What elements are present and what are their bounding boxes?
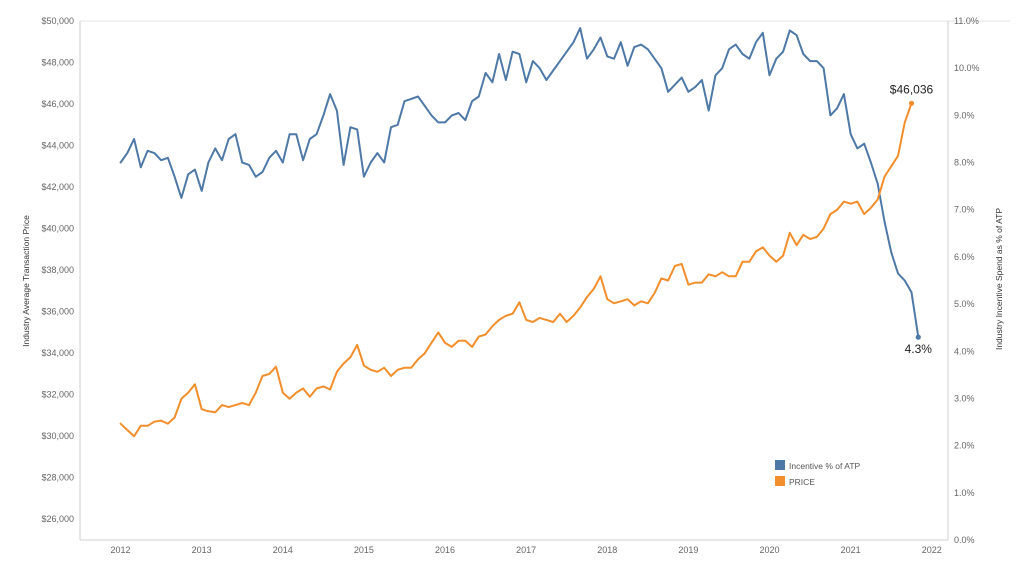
x-tick-label: 2022 [922,545,942,555]
series-layer [119,27,921,438]
x-tick-label: 2020 [760,545,780,555]
left-tick-label: $46,000 [41,99,74,109]
x-tick-label: 2018 [597,545,617,555]
price-end-label: $46,036 [890,82,934,96]
right-tick-label: 5.0% [954,299,975,309]
left-tick-label: $32,000 [41,390,74,400]
x-tick-label: 2017 [516,545,536,555]
right-tick-label: 11.0% [954,16,979,26]
legend-label: PRICE [789,477,815,487]
x-tick-label: 2014 [273,545,293,555]
end-annotations: 4.3% $46,036 [890,82,934,356]
incentive-end-label: 4.3% [905,342,933,356]
legend-swatch [775,476,785,486]
right-tick-label: 3.0% [954,393,975,403]
right-axis-ticks: 0.0% 1.0% 2.0% 3.0% 4.0% 5.0% 6.0% 7.0% 8.0% 9.0%… [954,16,980,545]
left-tick-label: $28,000 [41,473,74,483]
left-axis-ticks: $26,000 $28,000 $30,000 $32,000 $34,000 $36,0… [41,16,74,524]
right-axis-title: Industry Incentive Spend as % of ATP [994,208,1004,350]
x-tick-label: 2012 [111,545,131,555]
left-tick-label: $42,000 [41,182,74,192]
series-line-incentive [119,27,920,339]
right-tick-label: 7.0% [954,205,975,215]
x-tick-label: 2013 [192,545,212,555]
x-axis-ticks: 2012 2013 2014 2015 2016 2017 2018 2019 2020 2021… [111,545,942,555]
left-axis-title: Industry Average Transaction Price [21,215,31,347]
left-tick-label: $44,000 [41,141,74,151]
left-tick-label: $30,000 [41,431,74,441]
legend-label: Incentive % of ATP [789,461,861,471]
right-tick-label: 8.0% [954,158,975,168]
right-tick-label: 0.0% [954,535,975,545]
x-tick-label: 2019 [678,545,698,555]
left-tick-label: $36,000 [41,307,74,317]
series-line-price [119,102,913,438]
series-end-marker [915,334,921,340]
x-tick-label: 2015 [354,545,374,555]
left-tick-label: $26,000 [41,514,74,524]
right-tick-label: 4.0% [954,346,975,356]
right-tick-label: 1.0% [954,488,975,498]
legend-swatch [775,460,785,470]
right-tick-label: 6.0% [954,252,975,262]
left-tick-label: $38,000 [41,265,74,275]
x-tick-label: 2016 [435,545,455,555]
right-tick-label: 9.0% [954,110,975,120]
left-tick-label: $50,000 [41,16,74,26]
left-tick-label: $40,000 [41,224,74,234]
legend: Incentive % of ATP PRICE [775,460,861,487]
left-tick-label: $34,000 [41,348,74,358]
x-tick-label: 2021 [841,545,861,555]
right-tick-label: 2.0% [954,441,975,451]
chart-frame [79,20,1010,541]
series-end-marker [908,100,915,106]
right-tick-label: 10.0% [954,63,980,73]
left-tick-label: $48,000 [41,58,74,68]
